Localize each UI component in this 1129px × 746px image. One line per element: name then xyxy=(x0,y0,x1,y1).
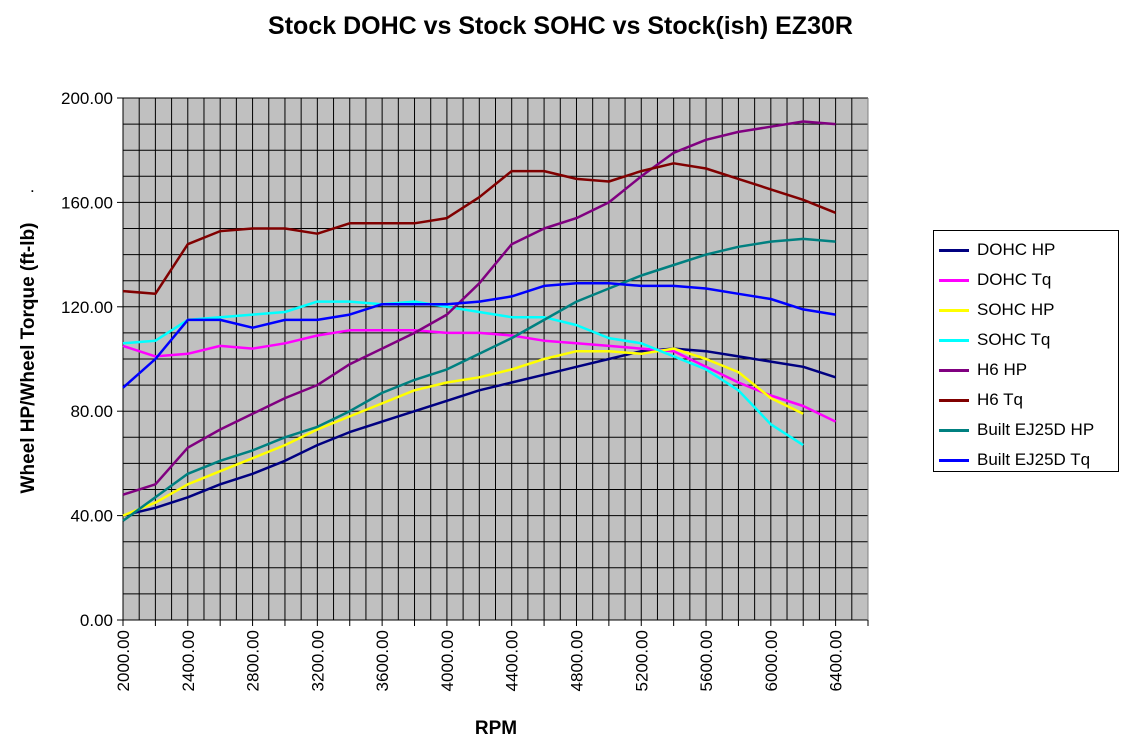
y-tick-label: 80.00 xyxy=(70,402,113,421)
y-tick-label: 120.00 xyxy=(61,298,113,317)
legend-item: H6 Tq xyxy=(934,385,1118,415)
x-tick-label: 5200.00 xyxy=(632,630,651,691)
legend-label: H6 Tq xyxy=(977,390,1023,409)
legend-swatch xyxy=(939,368,969,372)
x-tick-label: 5600.00 xyxy=(697,630,716,691)
x-tick-label: 4000.00 xyxy=(438,630,457,691)
legend-label: H6 HP xyxy=(977,360,1028,379)
legend-swatch xyxy=(939,428,969,432)
legend-item: DOHC Tq xyxy=(934,265,1118,295)
series-line-h6-hp xyxy=(122,120,836,496)
x-tick-label: 2000.00 xyxy=(114,630,133,691)
legend-swatch xyxy=(939,248,969,252)
legend-label: Built EJ25D Tq xyxy=(977,450,1091,469)
legend-swatch xyxy=(939,458,969,462)
tick-labels: 0.00 40.00 80.00 120.00 160.00 200.00 2000.00 2… xyxy=(61,89,846,691)
legend-label: SOHC HP xyxy=(977,300,1055,319)
series-line-dohc-tq xyxy=(122,329,837,423)
x-tick-label: 6000.00 xyxy=(762,630,781,691)
legend-label: DOHC HP xyxy=(977,240,1056,259)
legend-swatch xyxy=(939,278,969,282)
series-lines xyxy=(122,120,837,522)
gridlines xyxy=(123,97,868,620)
series-line-sohc-tq xyxy=(122,300,804,447)
legend-swatch xyxy=(939,308,969,312)
y-axis-mark: . xyxy=(30,177,35,196)
y-tick-label: 0.00 xyxy=(80,611,113,630)
x-tick-label: 6400.00 xyxy=(827,630,846,691)
legend-item: SOHC HP xyxy=(934,295,1118,325)
y-tick-label: 40.00 xyxy=(70,507,113,526)
y-axis-title: Wheel HP/Wheel Torque (ft-lb) xyxy=(18,223,39,494)
axes xyxy=(117,97,869,626)
x-tick-label: 3200.00 xyxy=(308,630,327,691)
legend-swatch xyxy=(939,398,969,402)
legend-item: DOHC HP xyxy=(934,235,1118,265)
legend-item: Built EJ25D Tq xyxy=(934,445,1118,475)
legend-item: H6 HP xyxy=(934,355,1118,385)
series-line-sohc-hp xyxy=(122,347,804,517)
y-tick-label: 200.00 xyxy=(61,89,113,108)
series-line-built-ej25d-hp xyxy=(122,237,836,522)
x-tick-label: 3600.00 xyxy=(373,630,392,691)
y-tick-label: 160.00 xyxy=(61,193,113,212)
legend-label: DOHC Tq xyxy=(977,270,1052,289)
legend: DOHC HP DOHC Tq SOHC HP SOHC Tq H6 HP H6 Tq Bu… xyxy=(933,230,1119,472)
x-tick-label: 2400.00 xyxy=(179,630,198,691)
x-tick-label: 4400.00 xyxy=(503,630,522,691)
legend-swatch xyxy=(939,338,969,342)
legend-label: Built EJ25D HP xyxy=(977,420,1095,439)
chart-title: Stock DOHC vs Stock SOHC vs Stock(ish) E… xyxy=(268,12,853,40)
series-line-h6-tq xyxy=(122,162,837,296)
series-line-dohc-hp xyxy=(122,347,836,517)
x-tick-label: 2800.00 xyxy=(244,630,263,691)
series-line-built-ej25d-tq xyxy=(122,282,836,389)
x-axis-title: RPM xyxy=(475,718,517,739)
legend-label: SOHC Tq xyxy=(977,330,1051,349)
legend-item: SOHC Tq xyxy=(934,325,1118,355)
legend-item: Built EJ25D HP xyxy=(934,415,1118,445)
x-tick-label: 4800.00 xyxy=(567,630,586,691)
